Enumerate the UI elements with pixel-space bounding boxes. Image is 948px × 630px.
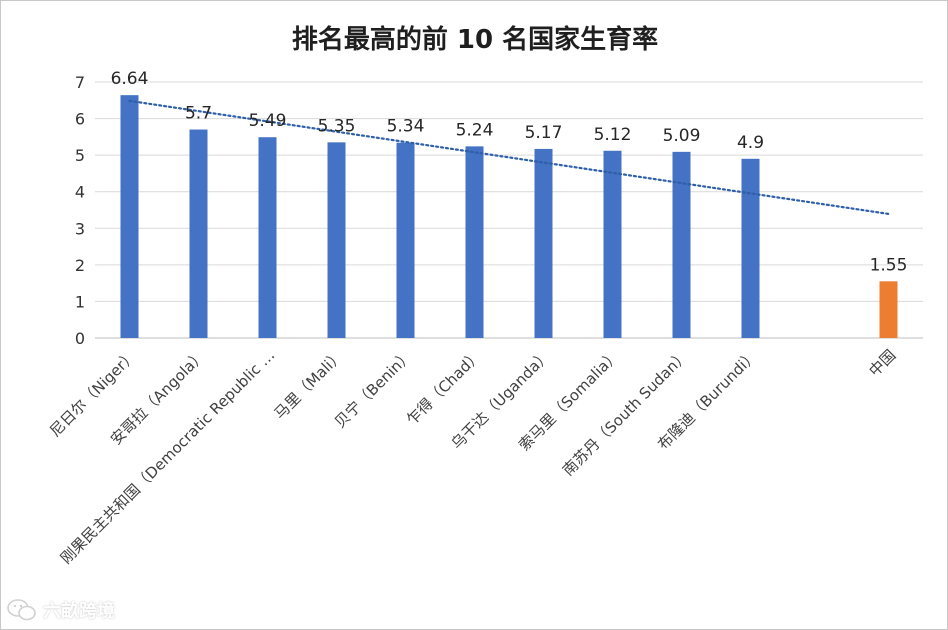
y-tick-label: 5 — [75, 146, 85, 165]
y-tick-label: 0 — [75, 329, 85, 348]
bar — [120, 95, 139, 338]
data-label: 5.34 — [387, 117, 425, 137]
data-label: 5.09 — [663, 126, 701, 146]
bar — [327, 142, 346, 338]
bar — [603, 150, 622, 338]
watermark: 六畝跨境 — [7, 597, 115, 623]
data-label: 5.12 — [594, 125, 632, 145]
x-tick-label: 南苏丹（South Sudan） — [559, 346, 692, 479]
watermark-text: 六畝跨境 — [43, 601, 115, 622]
trendline-path — [128, 99, 890, 216]
data-label: 6.64 — [111, 69, 149, 89]
bar — [396, 142, 415, 338]
data-label: 4.9 — [737, 133, 764, 153]
bar — [465, 146, 484, 338]
x-tick-label: 马里（Mali） — [271, 346, 348, 423]
y-tick-label: 7 — [75, 73, 85, 92]
y-tick-label: 3 — [75, 219, 85, 238]
data-label: 5.35 — [318, 116, 356, 136]
wechat-icon — [7, 599, 36, 621]
data-label: 5.49 — [249, 111, 287, 131]
y-tick-label: 1 — [75, 292, 85, 311]
y-tick-label: 6 — [75, 110, 85, 129]
x-tick-label: 中国 — [865, 346, 899, 380]
y-axis-ticks: 0 1 2 3 4 5 6 7 — [75, 73, 85, 348]
data-label: 5.17 — [525, 123, 563, 143]
x-axis-ticks: 尼日尔（Niger）安哥拉（Angola）刚果民主共和国（Democratic … — [46, 346, 899, 567]
y-tick-label: 4 — [75, 183, 85, 202]
bar — [258, 137, 277, 338]
bar — [741, 158, 760, 338]
y-tick-label: 2 — [75, 256, 85, 275]
trendline — [128, 99, 890, 216]
bar — [879, 281, 898, 338]
bar — [189, 129, 208, 338]
chart-title: 排名最高的前 10 名国家生育率 — [291, 25, 659, 55]
data-labels: 6.64 5.7 5.49 5.35 5.34 5.24 5.17 5.12 5.09 4.9 1.… — [111, 69, 908, 275]
data-label: 1.55 — [870, 255, 908, 275]
gridlines — [95, 81, 923, 339]
bar — [534, 148, 553, 338]
data-label: 5.24 — [456, 120, 494, 140]
bar — [672, 151, 691, 338]
data-label: 5.7 — [185, 104, 212, 124]
bars — [120, 95, 898, 338]
